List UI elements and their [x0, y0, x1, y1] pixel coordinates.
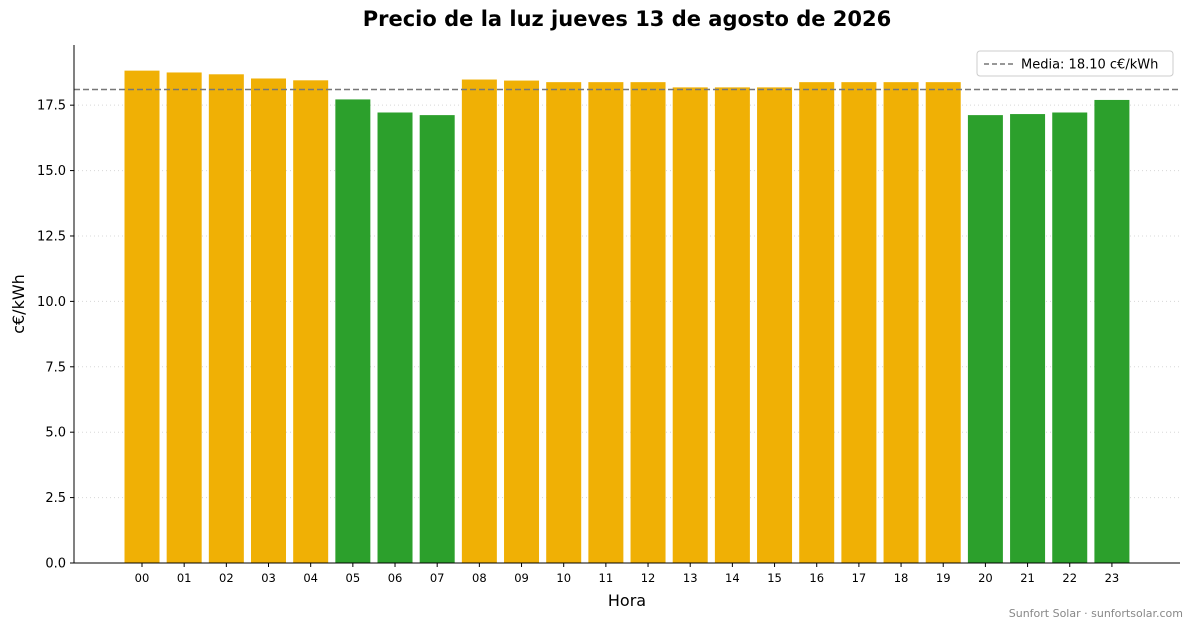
- bar-23: [1094, 99, 1130, 563]
- y-tick-label: 17.5: [37, 99, 66, 114]
- x-ticks: 00 01 02 03 04 05 06 07 08 09 10 11 12 13 14 15 16 17 18 19…: [135, 563, 1120, 585]
- x-tick-label-03: 03: [261, 571, 276, 585]
- x-tick-label-05: 05: [346, 571, 361, 585]
- legend-label: Media: 18.10 c€/kWh: [1021, 58, 1158, 73]
- bar-19: [925, 82, 961, 563]
- x-tick-label-12: 12: [641, 571, 656, 585]
- bar-22: [1052, 112, 1088, 563]
- y-ticks: 0.0 2.5 5.0 7.5 10.0 12.5 15.0 17.5: [37, 99, 74, 572]
- x-tick-label-14: 14: [725, 571, 740, 585]
- bar-01: [166, 72, 202, 563]
- x-tick-label-21: 21: [1020, 571, 1035, 585]
- bar-09: [504, 80, 540, 563]
- bar-17: [841, 82, 877, 563]
- bar-11: [588, 82, 624, 563]
- bar-12: [630, 82, 666, 563]
- y-tick-label: 0.0: [45, 557, 66, 572]
- bar-18: [883, 82, 919, 563]
- chart-title: Precio de la luz jueves 13 de agosto de …: [363, 7, 892, 31]
- x-tick-label-19: 19: [936, 571, 951, 585]
- x-tick-label-04: 04: [303, 571, 318, 585]
- x-tick-label-11: 11: [599, 571, 614, 585]
- y-tick-label: 2.5: [45, 491, 66, 506]
- x-tick-label-22: 22: [1062, 571, 1077, 585]
- y-axis-label: c€/kWh: [9, 274, 28, 334]
- legend: Media: 18.10 c€/kWh: [976, 50, 1174, 77]
- bar-07: [419, 115, 455, 563]
- x-tick-label-16: 16: [809, 571, 824, 585]
- legend-box: [976, 50, 1174, 77]
- x-tick-label-02: 02: [219, 571, 234, 585]
- bars-group: [124, 70, 1130, 564]
- x-tick-label-15: 15: [767, 571, 782, 585]
- y-tick-label: 12.5: [37, 229, 66, 244]
- x-tick-label-23: 23: [1105, 571, 1120, 585]
- x-tick-label-10: 10: [556, 571, 571, 585]
- bar-00: [124, 70, 160, 564]
- bar-21: [1010, 114, 1046, 564]
- y-tick-label: 15.0: [37, 164, 66, 179]
- x-tick-label-01: 01: [177, 571, 192, 585]
- x-tick-label-17: 17: [852, 571, 867, 585]
- x-axis-label: Hora: [608, 591, 646, 610]
- x-tick-label-18: 18: [894, 571, 909, 585]
- bar-08: [461, 79, 497, 564]
- x-tick-label-20: 20: [978, 571, 993, 585]
- axes: [73, 45, 1180, 564]
- y-tick-label: 10.0: [37, 295, 66, 310]
- x-tick-label-13: 13: [683, 571, 698, 585]
- bar-06: [377, 112, 413, 563]
- y-tick-label: 7.5: [45, 360, 66, 375]
- x-tick-label-09: 09: [514, 571, 529, 585]
- bar-15: [757, 87, 793, 563]
- bar-05: [335, 99, 371, 563]
- x-tick-label-00: 00: [135, 571, 150, 585]
- x-tick-label-06: 06: [388, 571, 403, 585]
- bar-13: [672, 87, 708, 563]
- bar-16: [799, 82, 835, 563]
- x-tick-label-07: 07: [430, 571, 445, 585]
- footer-credit: Sunfort Solar · sunfortsolar.com: [1008, 607, 1183, 620]
- x-tick-label-08: 08: [472, 571, 487, 585]
- bar-14: [714, 87, 750, 563]
- bar-03: [251, 78, 287, 563]
- bar-20: [967, 115, 1003, 563]
- bar-02: [208, 74, 244, 563]
- bar-10: [546, 82, 582, 563]
- bar-04: [293, 80, 329, 564]
- y-tick-label: 5.0: [45, 426, 66, 441]
